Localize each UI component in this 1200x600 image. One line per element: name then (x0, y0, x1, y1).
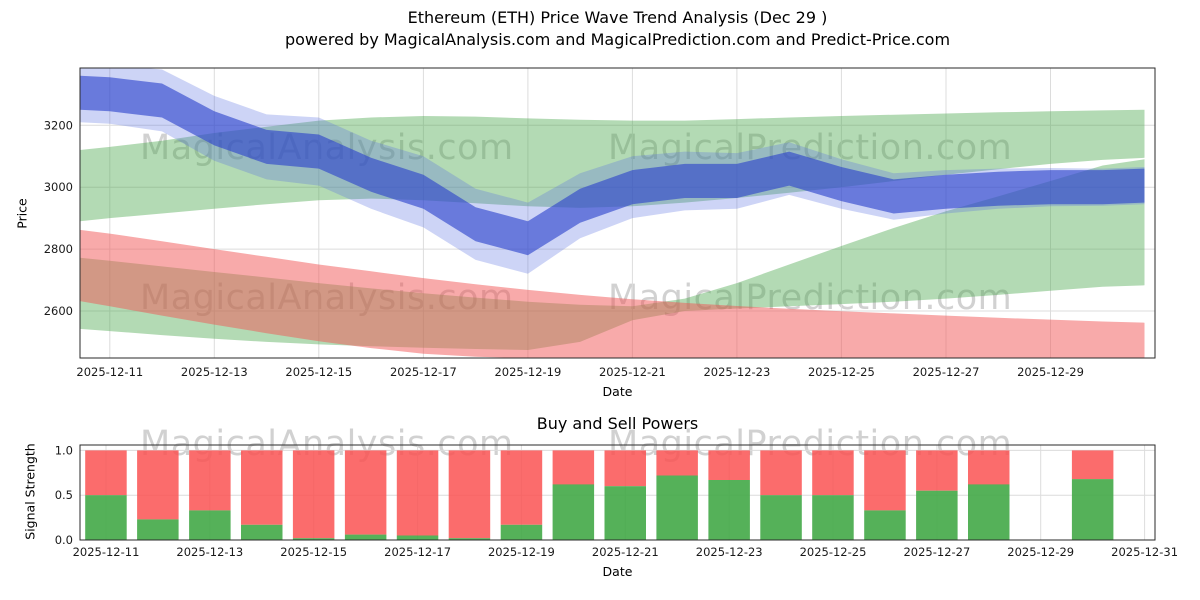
sell-power-bar (344, 450, 387, 535)
subtitle: powered by MagicalAnalysis.com and Magic… (284, 30, 951, 49)
power-x-tick: 2025-12-11 (73, 545, 140, 559)
price-x-tick: 2025-12-17 (390, 365, 457, 379)
power-y-tick: 0.5 (55, 488, 73, 502)
buy-power-bar (812, 495, 854, 540)
price-red-band (80, 229, 1145, 358)
power-chart: 0.0 0.5 1.0 2025-12-11 2025-12-13 2025-12-15 2… (55, 443, 1178, 559)
sell-power-bar (241, 450, 283, 525)
price-x-tick: 2025-12-11 (76, 365, 143, 379)
main-title: Ethereum (ETH) Price Wave Trend Analysis… (407, 8, 828, 27)
price-upper-green-band (80, 109, 1145, 222)
power-x-tick: 2025-12-19 (488, 545, 555, 559)
power-x-tick: 2025-12-13 (176, 545, 243, 559)
sell-power-bar (604, 450, 646, 487)
price-x-tick: 2025-12-21 (599, 365, 666, 379)
power-x-tick: 2025-12-21 (592, 545, 659, 559)
price-x-tick: 2025-12-29 (1017, 365, 1084, 379)
sell-power-bar (968, 450, 1010, 485)
buy-power-bar (189, 510, 231, 540)
price-x-tick: 2025-12-15 (285, 365, 352, 379)
sell-power-bar (656, 450, 698, 476)
price-outer-blue-band (80, 68, 1145, 274)
price-x-tick: 2025-12-23 (703, 365, 770, 379)
buy-power-bar (552, 484, 595, 540)
power-y-tick: 1.0 (55, 443, 73, 457)
price-x-tick: 2025-12-27 (913, 365, 980, 379)
price-y-tick: 2800 (44, 242, 73, 256)
power-x-tick: 2025-12-23 (696, 545, 763, 559)
power-x-tick: 2025-12-31 (1111, 545, 1178, 559)
sell-power-bar (1071, 450, 1114, 480)
buy-power-bar (344, 534, 387, 540)
buy-power-bar (760, 495, 802, 540)
buy-power-bar (241, 524, 283, 540)
buy-power-bar (500, 524, 543, 540)
sell-power-bar (137, 450, 179, 520)
sell-power-bar (708, 450, 750, 480)
price-y-tick: 2600 (44, 304, 73, 318)
sell-power-bar (500, 450, 543, 525)
price-y-tick: 3200 (44, 118, 73, 132)
power-x-tick: 2025-12-17 (384, 545, 451, 559)
power-y-tick: 0.0 (55, 533, 73, 547)
price-x-axis-label: Date (602, 384, 633, 399)
buy-power-bar (656, 475, 698, 540)
buy-power-bar (708, 480, 750, 540)
power-x-tick: 2025-12-27 (903, 545, 970, 559)
sell-power-bar (552, 450, 595, 485)
power-x-tick: 2025-12-25 (800, 545, 867, 559)
sell-power-bar (396, 450, 439, 536)
buy-power-bar (1071, 479, 1114, 540)
power-chart-title: Buy and Sell Powers (536, 414, 699, 433)
buy-power-bar (968, 484, 1010, 540)
buy-power-bar (85, 495, 127, 540)
sell-power-bar (189, 450, 231, 511)
power-x-axis-label: Date (602, 564, 633, 579)
buy-power-bar (292, 538, 335, 540)
buy-power-bar (916, 490, 958, 540)
price-y-tick: 3000 (44, 180, 73, 194)
price-chart: 2600 2800 3000 3200 2025-12-11 2025-12-13 2025… (44, 67, 1156, 379)
sell-power-bar (812, 450, 854, 496)
price-x-tick: 2025-12-25 (808, 365, 875, 379)
buy-power-bar (604, 486, 646, 540)
power-x-tick: 2025-12-15 (280, 545, 347, 559)
sell-power-bar (916, 450, 958, 491)
sell-power-bar (85, 450, 127, 496)
price-x-tick: 2025-12-19 (494, 365, 561, 379)
sell-power-bar (448, 450, 491, 539)
price-inner-blue-band (80, 75, 1145, 256)
buy-power-bar (864, 510, 906, 540)
buy-power-bar (137, 519, 179, 540)
power-x-tick: 2025-12-29 (1007, 545, 1074, 559)
sell-power-bar (292, 450, 335, 539)
buy-power-bar (448, 538, 491, 540)
sell-power-bar (864, 450, 906, 511)
buy-power-bar (396, 535, 439, 540)
sell-power-bar (760, 450, 802, 496)
price-x-tick: 2025-12-13 (181, 365, 248, 379)
